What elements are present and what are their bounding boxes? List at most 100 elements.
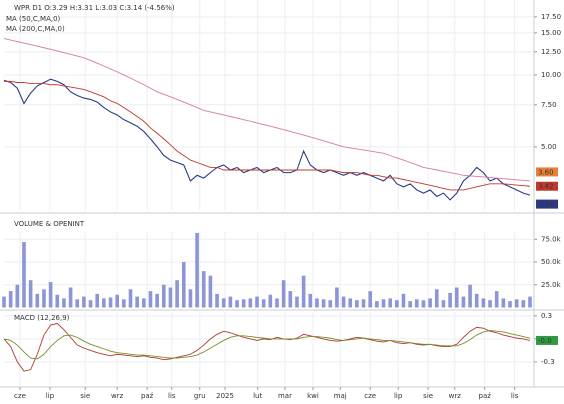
panel-title: WPR D1 O:3.29 H:3.31 L:3.03 C:3.14 (-4.5…: [14, 4, 175, 12]
x-tick-label: wrz: [111, 392, 124, 400]
bar: [481, 298, 486, 308]
bar: [514, 299, 519, 308]
y-tick-label: -0.3: [541, 358, 555, 366]
bar: [408, 301, 412, 308]
bar: [355, 300, 359, 308]
bar: [221, 298, 226, 308]
legend-entry: MA (200,C,MA,0): [6, 25, 65, 33]
series-line: [3, 78, 531, 201]
bar: [501, 298, 506, 308]
last-value-label: -0.0: [538, 337, 552, 345]
bar: [301, 275, 306, 308]
bar: [28, 280, 33, 308]
y-tick-label: 25.0k: [541, 281, 562, 289]
bar: [448, 292, 452, 308]
bar: [434, 289, 439, 308]
bar: [368, 291, 373, 308]
bar: [68, 287, 73, 308]
last-value-label: 3.14: [538, 201, 554, 209]
bar: [315, 298, 319, 308]
bar: [494, 291, 499, 308]
bar: [8, 291, 13, 308]
y-tick-label: 7.50: [541, 101, 557, 109]
x-tick-label: paź: [141, 392, 154, 400]
bar: [135, 296, 139, 308]
bar: [488, 300, 492, 308]
bar: [82, 296, 86, 308]
x-tick-label: sie: [423, 392, 433, 400]
last-value-box: [536, 335, 558, 345]
x-tick-label: lut: [253, 392, 262, 400]
x-tick-label: cze: [14, 392, 26, 400]
bar: [255, 296, 259, 308]
bar: [261, 299, 266, 308]
bar: [148, 291, 153, 308]
bar: [62, 298, 66, 308]
last-value-label: 3.42: [538, 183, 554, 191]
x-tick-label: kwi: [307, 392, 319, 400]
bar: [335, 287, 339, 308]
series-line: [3, 38, 531, 182]
bar: [122, 299, 126, 308]
bar: [474, 293, 479, 308]
bar: [108, 297, 113, 308]
bar: [235, 300, 239, 308]
bar: [395, 300, 399, 308]
bar: [401, 293, 406, 308]
bar: [95, 293, 100, 308]
bar: [48, 282, 53, 308]
bar: [388, 298, 392, 308]
x-tick-label: cze: [364, 392, 376, 400]
bar: [102, 298, 106, 308]
bar: [42, 289, 46, 308]
legend-entry: MA (50,C,MA,0): [6, 15, 61, 23]
panel-title: VOLUME & OPENINT: [14, 220, 85, 228]
y-tick-label: 15.00: [541, 29, 561, 37]
bar: [461, 296, 466, 308]
x-tick-label: wrz: [449, 392, 462, 400]
bar: [341, 296, 346, 308]
bar: [248, 298, 253, 308]
bar: [128, 289, 133, 308]
y-tick-label: 0.3: [541, 312, 552, 320]
bar: [308, 293, 313, 308]
y-tick-label: 5.00: [541, 143, 557, 151]
bar: [22, 242, 26, 308]
x-tick-label: paź: [479, 392, 492, 400]
bar: [195, 232, 199, 308]
bar: [181, 262, 186, 308]
bar: [321, 299, 326, 308]
bar: [188, 289, 193, 308]
bar: [521, 300, 526, 308]
bar: [508, 301, 512, 308]
bar: [168, 287, 173, 308]
x-tick-label: maj: [334, 392, 347, 400]
bar: [88, 300, 93, 308]
bar: [454, 287, 459, 308]
bar: [421, 300, 426, 308]
x-tick-label: mar: [278, 392, 292, 400]
x-tick-label: lip: [46, 392, 55, 400]
x-tick-label: gru: [194, 392, 206, 400]
bar: [175, 280, 179, 308]
series-line: [4, 80, 531, 191]
last-value-label: 3.60: [538, 168, 554, 176]
y-tick-label: 75.0k: [541, 235, 562, 243]
bar: [275, 298, 279, 308]
bar: [288, 291, 293, 308]
bar: [241, 299, 246, 308]
y-tick-label: 17.50: [541, 13, 561, 21]
series-line: [3, 329, 531, 360]
last-value-box: [536, 181, 558, 191]
bar: [415, 299, 419, 308]
bar: [281, 280, 286, 308]
bar: [201, 271, 206, 308]
x-tick-label: 2025: [216, 392, 234, 400]
y-tick-label: 50.0k: [541, 258, 562, 266]
bar: [268, 294, 273, 308]
bar: [528, 296, 532, 308]
bar: [215, 293, 219, 308]
bar: [441, 300, 446, 308]
